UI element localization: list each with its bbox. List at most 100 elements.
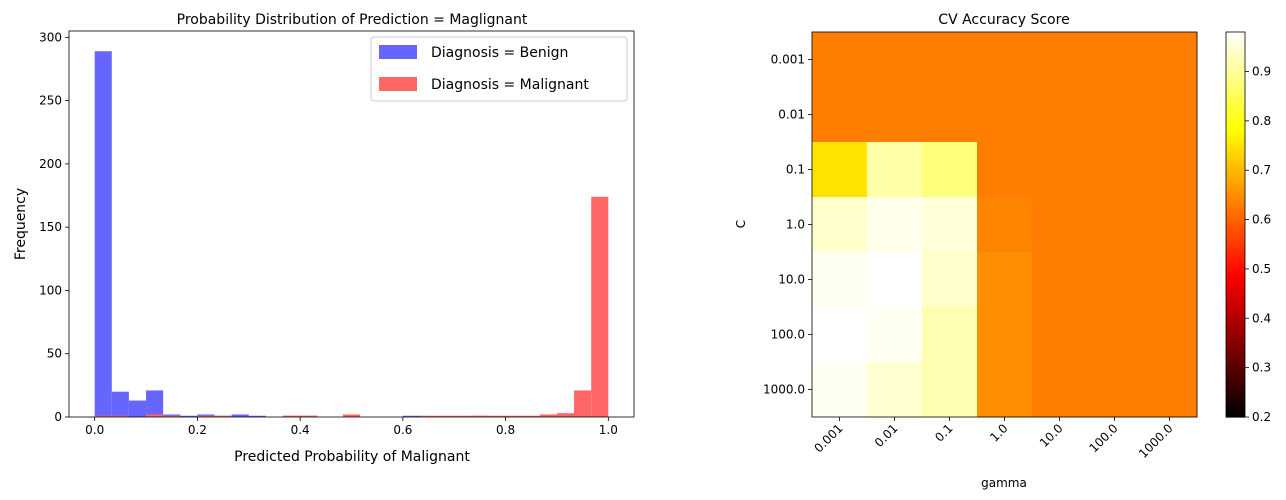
colorbar-segment	[1226, 196, 1245, 202]
colorbar-segment	[1226, 316, 1245, 322]
hist-bar-malignant	[163, 415, 181, 417]
histogram-chart: Probability Distribution of Prediction =…	[13, 12, 635, 465]
colorbar	[1225, 31, 1246, 418]
colorbar-segment	[1226, 260, 1245, 266]
hist-bar-benign	[146, 390, 164, 417]
x-tick-label: 0.4	[291, 423, 310, 437]
hist-bar-malignant	[94, 415, 112, 417]
histogram-bars	[94, 51, 609, 418]
colorbar-segment	[1226, 356, 1245, 362]
colorbar-segment	[1226, 336, 1245, 342]
heatmap-cell	[1087, 252, 1143, 308]
colorbar-segment	[1226, 120, 1245, 125]
hist-bar-malignant	[539, 414, 557, 417]
colorbar-segment	[1226, 96, 1245, 101]
x-tick-label: 0.6	[393, 423, 412, 437]
hist-bar-benign	[231, 414, 249, 417]
heatmap-cell	[1142, 197, 1198, 253]
histogram-x-ticks: 0.0 0.2 0.4 0.6 0.8 1.0	[85, 417, 618, 437]
colorbar-segment	[1226, 132, 1245, 137]
colorbar-segment	[1226, 112, 1245, 117]
heatmap-cell	[1087, 32, 1143, 88]
hist-bar-malignant	[488, 415, 506, 417]
colorbar-tick-label: 0.7	[1252, 163, 1271, 177]
colorbar-segment	[1226, 156, 1245, 161]
colorbar-segment	[1226, 276, 1245, 282]
x-tick-label: 0.8	[496, 423, 515, 437]
heatmap-cell	[922, 197, 978, 253]
heatmap-cell	[812, 32, 868, 88]
colorbar-tick-label: 0.9	[1252, 64, 1271, 78]
colorbar-segment	[1226, 248, 1245, 254]
heatmap-cell	[1032, 142, 1088, 198]
y-tick-label: 1.0	[786, 218, 805, 232]
colorbar-segment	[1226, 80, 1245, 85]
colorbar-segment	[1226, 400, 1245, 406]
colorbar-segment	[1226, 404, 1245, 410]
heatmap-cell	[1032, 197, 1088, 253]
heatmap-cell	[977, 32, 1033, 88]
hist-bar-malignant	[437, 415, 455, 417]
colorbar-segment	[1226, 72, 1245, 77]
heatmap-cell	[1087, 307, 1143, 363]
hist-bar-malignant	[556, 413, 575, 417]
hist-bar-malignant	[591, 196, 609, 417]
colorbar-segment	[1226, 324, 1245, 330]
colorbar-segment	[1226, 268, 1245, 274]
colorbar-segment	[1226, 240, 1245, 246]
heatmap-cell	[922, 362, 978, 418]
heatmap-cell	[1142, 252, 1198, 308]
colorbar-segment	[1226, 300, 1245, 306]
x-tick-label: 100.0	[1086, 421, 1120, 455]
colorbar-segment	[1226, 364, 1245, 370]
colorbar-segment	[1226, 344, 1245, 350]
hist-bar-malignant	[146, 414, 164, 417]
colorbar-segment	[1226, 348, 1245, 354]
x-tick-label: 1000.0	[1136, 421, 1176, 461]
colorbar-segment	[1226, 168, 1245, 173]
x-tick-label: 0.01	[872, 421, 901, 450]
heatmap-cell	[922, 87, 978, 143]
colorbar-segment	[1226, 236, 1245, 242]
heatmap-cell	[1032, 32, 1088, 88]
histogram-xlabel: Predicted Probability of Malignant	[234, 449, 470, 465]
heatmap-x-ticks: 0.001 0.01 0.1 1.0 10.0 100.0 1000.0	[811, 417, 1176, 461]
hist-bar-malignant	[574, 390, 592, 417]
colorbar-segment	[1226, 384, 1245, 390]
colorbar-segment	[1226, 288, 1245, 294]
colorbar-segment	[1226, 296, 1245, 302]
hist-bar-benign	[248, 415, 266, 417]
colorbar-segment	[1226, 32, 1245, 37]
hist-bar-malignant	[454, 415, 472, 417]
heatmap-cell	[977, 307, 1033, 363]
hist-bar-malignant	[419, 415, 438, 417]
colorbar-segment	[1226, 56, 1245, 61]
colorbar-segment	[1226, 320, 1245, 326]
colorbar-segment	[1226, 36, 1245, 41]
colorbar-ticks: 0.2 0.3 0.4 0.5 0.6 0.7 0.8 0.9	[1245, 64, 1271, 424]
hist-bar-benign	[94, 51, 112, 418]
hist-bar-benign	[402, 415, 420, 417]
colorbar-segment	[1226, 272, 1245, 278]
x-tick-label: 10.0	[1037, 421, 1066, 450]
colorbar-segment	[1226, 148, 1245, 153]
heatmap-xlabel: gamma	[981, 476, 1027, 490]
heatmap-cell	[812, 307, 868, 363]
histogram-ylabel: Frequency	[13, 188, 29, 260]
colorbar-segment	[1226, 192, 1245, 198]
y-tick-label: 0.1	[786, 163, 805, 177]
heatmap-cell	[812, 252, 868, 308]
y-tick-label: 0.01	[778, 108, 805, 122]
colorbar-segment	[1226, 228, 1245, 234]
colorbar-segment	[1226, 204, 1245, 210]
colorbar-segment	[1226, 220, 1245, 226]
colorbar-segment	[1226, 308, 1245, 314]
colorbar-segment	[1226, 88, 1245, 93]
colorbar-segment	[1226, 412, 1245, 418]
colorbar-segment	[1226, 100, 1245, 105]
heatmap-cell	[1032, 252, 1088, 308]
heatmap-cell	[1142, 87, 1198, 143]
hist-bar-malignant	[471, 415, 489, 417]
colorbar-segment	[1226, 104, 1245, 109]
